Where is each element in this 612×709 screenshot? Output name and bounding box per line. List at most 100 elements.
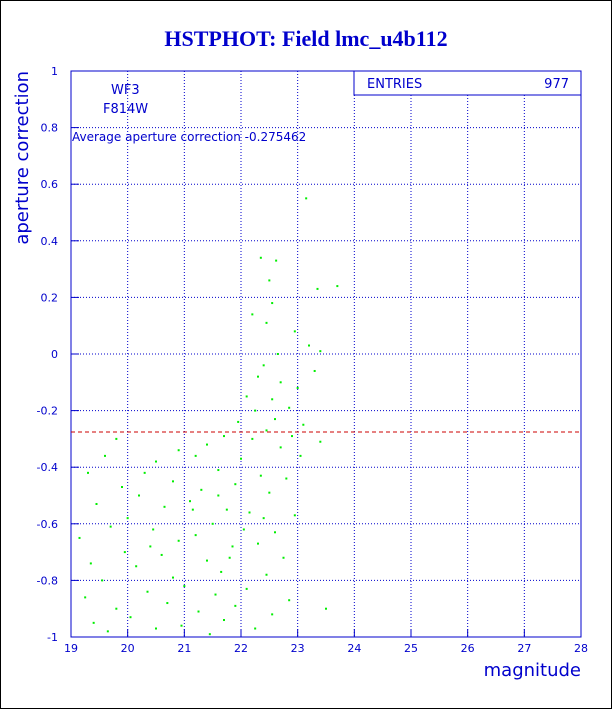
chart-title: HSTPHOT: Field lmc_u4b112 <box>164 26 447 51</box>
data-point <box>245 395 248 398</box>
x-tick-label: 21 <box>177 642 191 655</box>
y-tick-label: 0.8 <box>41 122 59 135</box>
data-point <box>189 500 191 503</box>
data-point <box>172 576 174 579</box>
x-tick-label: 26 <box>461 642 475 655</box>
data-point <box>279 446 282 449</box>
data-point <box>121 486 123 489</box>
x-tick-label: 27 <box>517 642 531 655</box>
entries-value: 977 <box>544 77 569 92</box>
y-tick-label: -1 <box>47 631 58 644</box>
data-point <box>293 514 296 517</box>
data-point <box>155 627 157 630</box>
data-point <box>155 460 157 463</box>
data-point <box>200 488 203 491</box>
data-point <box>87 471 89 474</box>
data-point <box>276 353 279 355</box>
y-tick-label: 0 <box>51 348 58 361</box>
data-point <box>316 287 319 290</box>
x-tick-label: 19 <box>64 642 78 655</box>
x-axis-label: magnitude <box>484 660 581 681</box>
data-point <box>299 454 302 457</box>
entries-label: ENTRIES <box>367 77 422 92</box>
data-point <box>234 483 237 486</box>
data-point <box>123 551 126 554</box>
data-point <box>275 259 278 262</box>
data-point <box>146 590 149 593</box>
data-points <box>78 197 339 636</box>
x-tick-label: 22 <box>234 642 248 655</box>
y-tick-label: -0.6 <box>37 518 58 531</box>
data-point <box>206 559 208 562</box>
y-tick-label: 0.6 <box>41 178 59 191</box>
data-point <box>271 613 274 616</box>
y-tick-label: -0.2 <box>37 405 58 418</box>
data-point <box>191 508 194 511</box>
data-point <box>101 579 104 582</box>
data-point <box>194 454 197 457</box>
data-point <box>206 443 208 446</box>
data-point <box>268 491 271 494</box>
data-point <box>92 621 95 624</box>
data-point <box>104 454 106 457</box>
data-point <box>245 587 248 590</box>
y-tick-label: 0.4 <box>41 235 59 248</box>
x-tick-label: 20 <box>121 642 135 655</box>
data-point <box>214 593 217 596</box>
data-point <box>251 437 254 440</box>
data-point <box>288 406 291 409</box>
data-point <box>208 633 211 636</box>
data-point <box>262 364 265 367</box>
data-point <box>183 585 186 588</box>
data-point <box>217 469 220 472</box>
data-point <box>293 330 296 333</box>
data-point <box>129 616 132 619</box>
data-point <box>268 279 271 282</box>
data-point <box>240 457 242 460</box>
data-point <box>149 545 152 548</box>
data-point <box>274 418 276 421</box>
data-point <box>106 630 109 633</box>
data-point <box>336 285 339 288</box>
y-tick-label: 1 <box>51 65 58 78</box>
x-tick-label: 25 <box>404 642 418 655</box>
data-point <box>223 619 225 622</box>
data-point <box>135 565 138 568</box>
filter-label: F814W <box>103 102 148 117</box>
data-point <box>211 522 214 525</box>
data-point <box>325 607 327 610</box>
data-point <box>109 525 112 528</box>
y-tick-label: 0.2 <box>41 291 59 304</box>
data-point <box>95 502 98 505</box>
data-point <box>172 480 174 483</box>
data-point <box>248 511 251 514</box>
data-point <box>251 313 254 316</box>
data-point <box>271 302 274 305</box>
grid-lines <box>70 70 582 638</box>
data-point <box>126 517 129 520</box>
data-point <box>262 517 265 520</box>
x-tick-label: 24 <box>347 642 361 655</box>
data-point <box>291 435 293 438</box>
data-point <box>152 528 155 531</box>
data-point <box>319 440 322 443</box>
data-point <box>237 420 240 423</box>
data-point <box>285 477 288 480</box>
data-point <box>197 610 200 613</box>
data-point <box>177 449 180 452</box>
data-point <box>225 508 228 511</box>
data-point <box>223 435 225 438</box>
data-point <box>308 344 310 347</box>
data-point <box>84 596 87 599</box>
data-point <box>89 562 92 565</box>
data-point <box>143 471 146 474</box>
data-point <box>274 531 276 534</box>
data-point <box>302 423 305 426</box>
average-correction-text: Average aperture correction -0.275462 <box>72 130 306 144</box>
data-point <box>231 545 234 548</box>
data-point <box>220 570 223 573</box>
data-point <box>259 256 262 259</box>
data-point <box>228 556 231 559</box>
data-point <box>259 474 262 477</box>
